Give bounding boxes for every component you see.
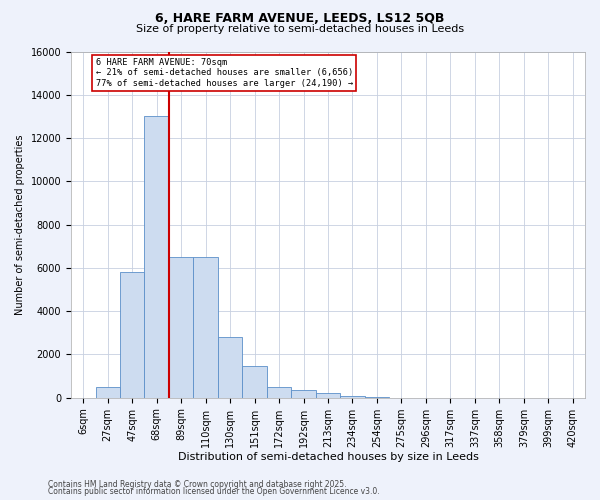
Text: Contains HM Land Registry data © Crown copyright and database right 2025.: Contains HM Land Registry data © Crown c… [48, 480, 347, 489]
Bar [120, 272, 145, 398]
Bar [242, 366, 267, 398]
Bar [365, 397, 389, 398]
Bar [218, 337, 242, 398]
Bar [316, 394, 340, 398]
Y-axis label: Number of semi-detached properties: Number of semi-detached properties [15, 134, 25, 315]
Bar [95, 387, 120, 398]
Text: 6 HARE FARM AVENUE: 70sqm
← 21% of semi-detached houses are smaller (6,656)
77% : 6 HARE FARM AVENUE: 70sqm ← 21% of semi-… [95, 58, 353, 88]
X-axis label: Distribution of semi-detached houses by size in Leeds: Distribution of semi-detached houses by … [178, 452, 478, 462]
Bar [169, 257, 193, 398]
Bar [145, 116, 169, 398]
Bar [340, 396, 365, 398]
Bar [267, 387, 292, 398]
Bar [193, 257, 218, 398]
Text: Size of property relative to semi-detached houses in Leeds: Size of property relative to semi-detach… [136, 24, 464, 34]
Bar [292, 390, 316, 398]
Text: 6, HARE FARM AVENUE, LEEDS, LS12 5QB: 6, HARE FARM AVENUE, LEEDS, LS12 5QB [155, 12, 445, 26]
Text: Contains public sector information licensed under the Open Government Licence v3: Contains public sector information licen… [48, 488, 380, 496]
